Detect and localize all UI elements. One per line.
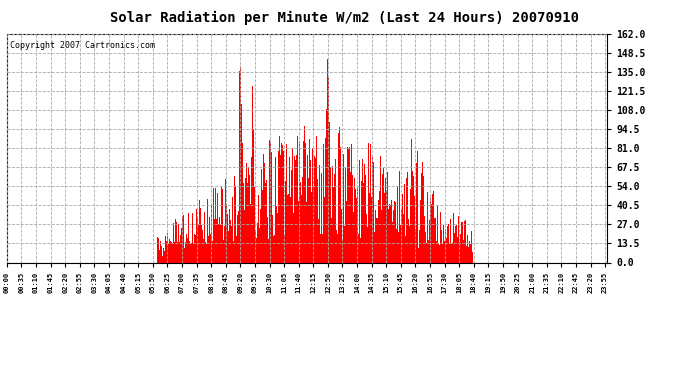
Text: Copyright 2007 Cartronics.com: Copyright 2007 Cartronics.com: [10, 40, 155, 50]
Text: Solar Radiation per Minute W/m2 (Last 24 Hours) 20070910: Solar Radiation per Minute W/m2 (Last 24…: [110, 11, 580, 26]
